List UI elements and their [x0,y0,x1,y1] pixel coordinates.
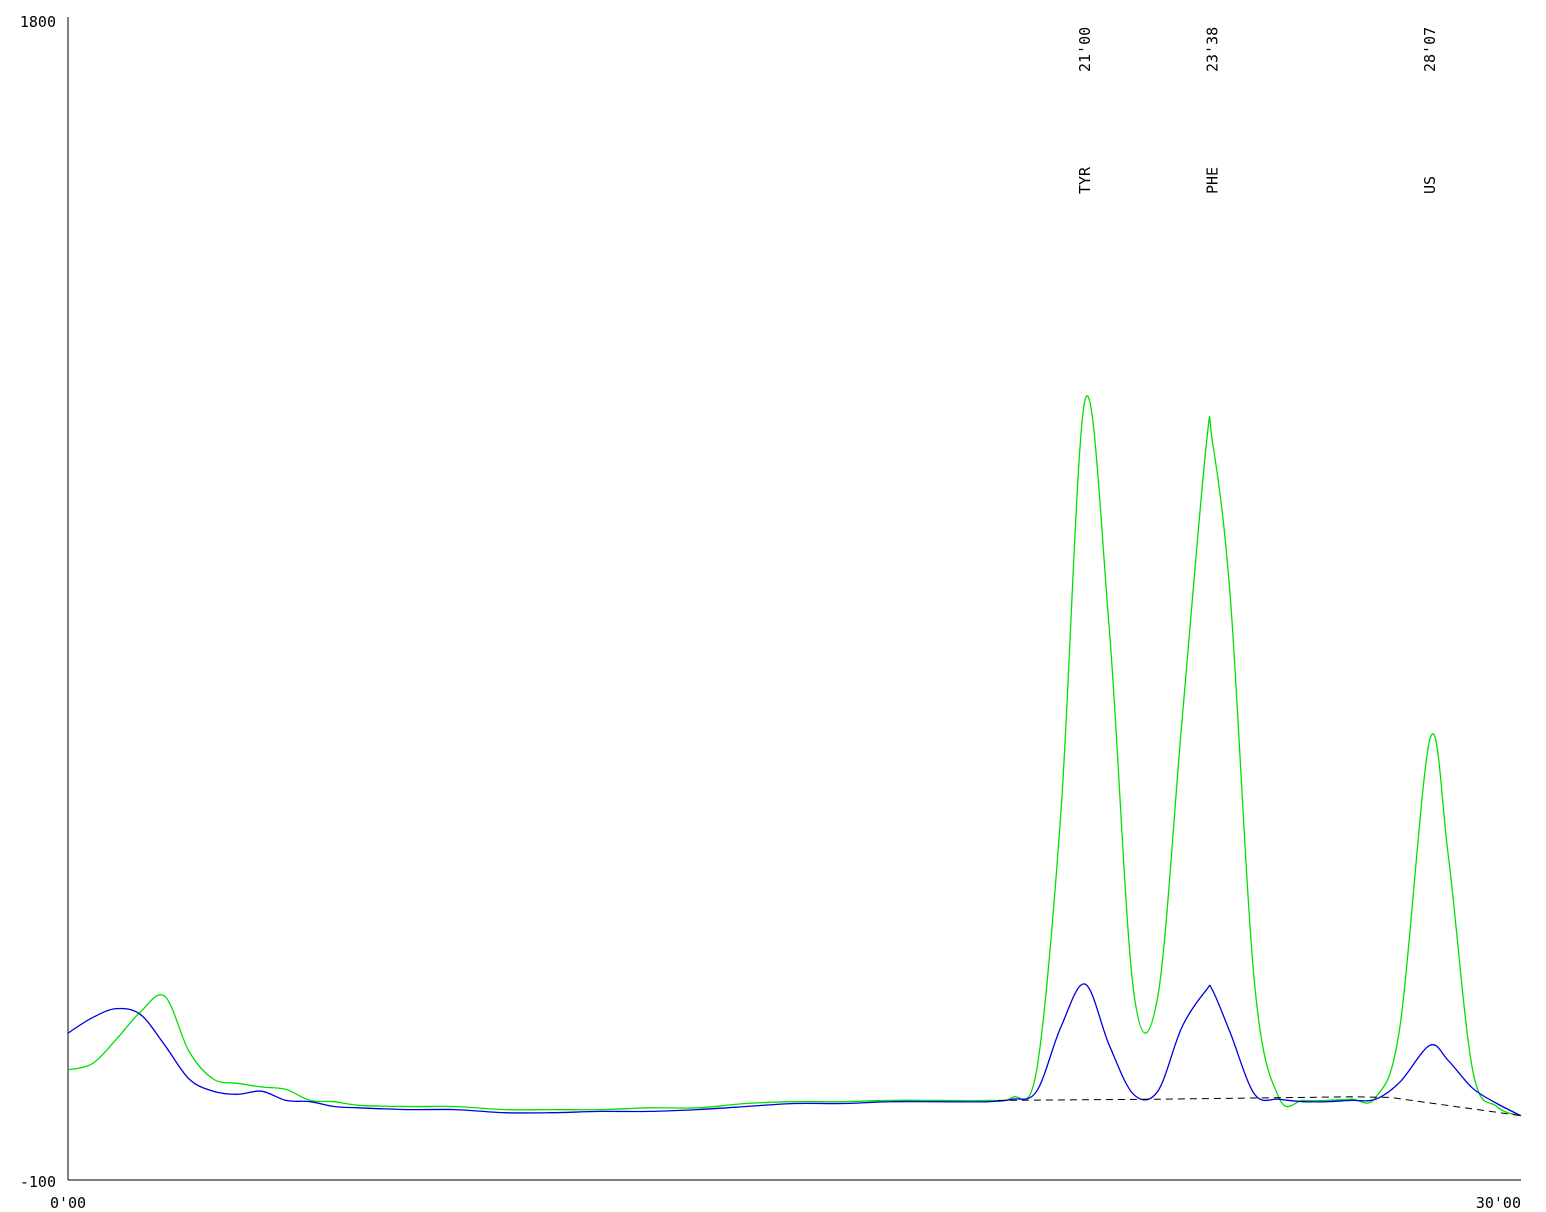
peak-name-label: PHE [1204,167,1222,194]
peak-time-label: 23'38 [1204,27,1222,72]
peak-annotations: 21'00 TYR 23'38 PHE 28'07 US [1076,27,1439,194]
x-tick-label-end: 30'00 [1476,1194,1521,1212]
peak-time-label: 21'00 [1076,27,1094,72]
peak-name-label: TYR [1076,166,1094,194]
y-tick-label-min: -100 [20,1173,56,1191]
series-line-2 [67,983,1522,1117]
baseline-dashed-line [997,1096,1522,1117]
peak-time-label: 28'07 [1421,27,1439,72]
series-line-1 [67,395,1522,1117]
x-tick-label-start: 0'00 [50,1194,86,1212]
y-tick-label-max: 1800 [20,13,56,31]
series-layer [67,395,1522,1117]
peak-name-label: US [1421,176,1439,194]
